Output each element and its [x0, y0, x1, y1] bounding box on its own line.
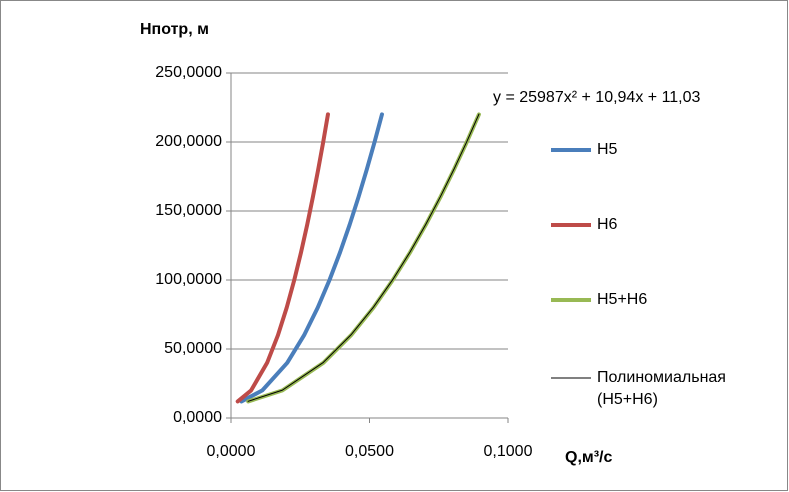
- series-line: [239, 112, 384, 404]
- x-tick-label: 0,0500: [345, 443, 394, 460]
- legend-label: Н6: [597, 216, 618, 233]
- trendline-equation: y = 25987x² + 10,94x + 11,03: [493, 89, 701, 106]
- y-tick-label: 150,0000: [155, 202, 222, 219]
- series-line: [235, 112, 330, 404]
- x-axis-title: Q,м³/с: [565, 449, 613, 466]
- x-tick-label: 0,1000: [484, 443, 533, 460]
- legend-label: Н5+Н6: [597, 291, 648, 308]
- y-tick-label: 250,0000: [155, 64, 222, 81]
- y-tick-label: 0,0000: [173, 409, 222, 426]
- legend-label: Полиномиальная (Н5+Н6): [597, 369, 726, 408]
- y-tick-label: 100,0000: [155, 271, 222, 288]
- legend-label: Н5: [597, 141, 618, 158]
- y-tick-label: 50,0000: [164, 340, 222, 357]
- y-tick-label: 200,0000: [155, 133, 222, 150]
- series-line: [247, 113, 480, 402]
- x-tick-label: 0,0000: [207, 443, 256, 460]
- y-axis-title: Нпотр, м: [140, 21, 209, 38]
